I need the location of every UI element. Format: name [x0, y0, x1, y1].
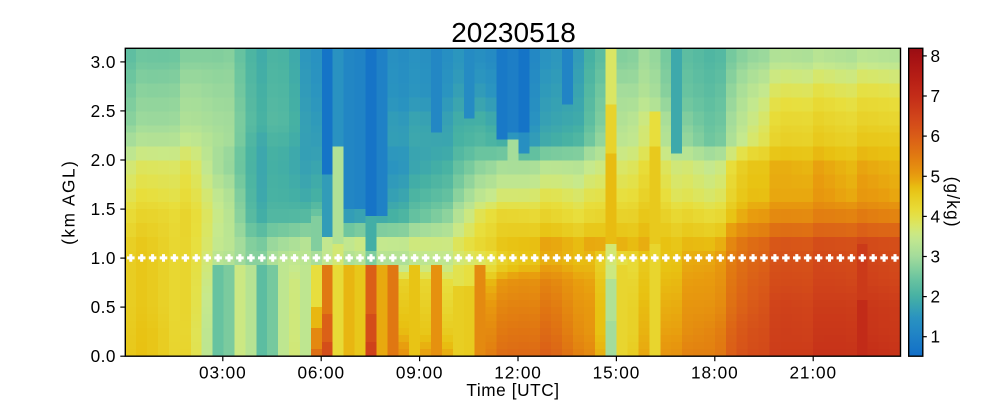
svg-text:(km AGL): (km AGL): [59, 160, 79, 245]
svg-text:6: 6: [931, 126, 941, 146]
svg-text:21:00: 21:00: [789, 363, 837, 383]
svg-text:7: 7: [931, 86, 941, 106]
svg-text:1.0: 1.0: [91, 248, 116, 268]
svg-text:3: 3: [931, 247, 941, 267]
svg-text:2: 2: [931, 287, 941, 307]
svg-text:18:00: 18:00: [691, 363, 739, 383]
svg-text:Time [UTC]: Time [UTC]: [466, 380, 559, 400]
svg-text:3.0: 3.0: [91, 52, 116, 72]
svg-text:1: 1: [931, 327, 941, 347]
svg-text:20230518: 20230518: [451, 17, 576, 48]
svg-text:0.5: 0.5: [91, 297, 116, 317]
svg-text:(g/kg): (g/kg): [943, 177, 963, 228]
svg-text:06:00: 06:00: [297, 363, 345, 383]
svg-text:4: 4: [931, 206, 941, 226]
svg-text:8: 8: [931, 46, 941, 66]
svg-text:09:00: 09:00: [396, 363, 444, 383]
svg-text:5: 5: [931, 166, 941, 186]
svg-text:2.5: 2.5: [91, 101, 116, 121]
svg-text:03:00: 03:00: [199, 363, 247, 383]
svg-text:12:00: 12:00: [494, 363, 542, 383]
svg-text:0.0: 0.0: [91, 346, 116, 366]
svg-text:2.0: 2.0: [91, 150, 116, 170]
svg-text:1.5: 1.5: [91, 199, 116, 219]
svg-text:15:00: 15:00: [593, 363, 641, 383]
